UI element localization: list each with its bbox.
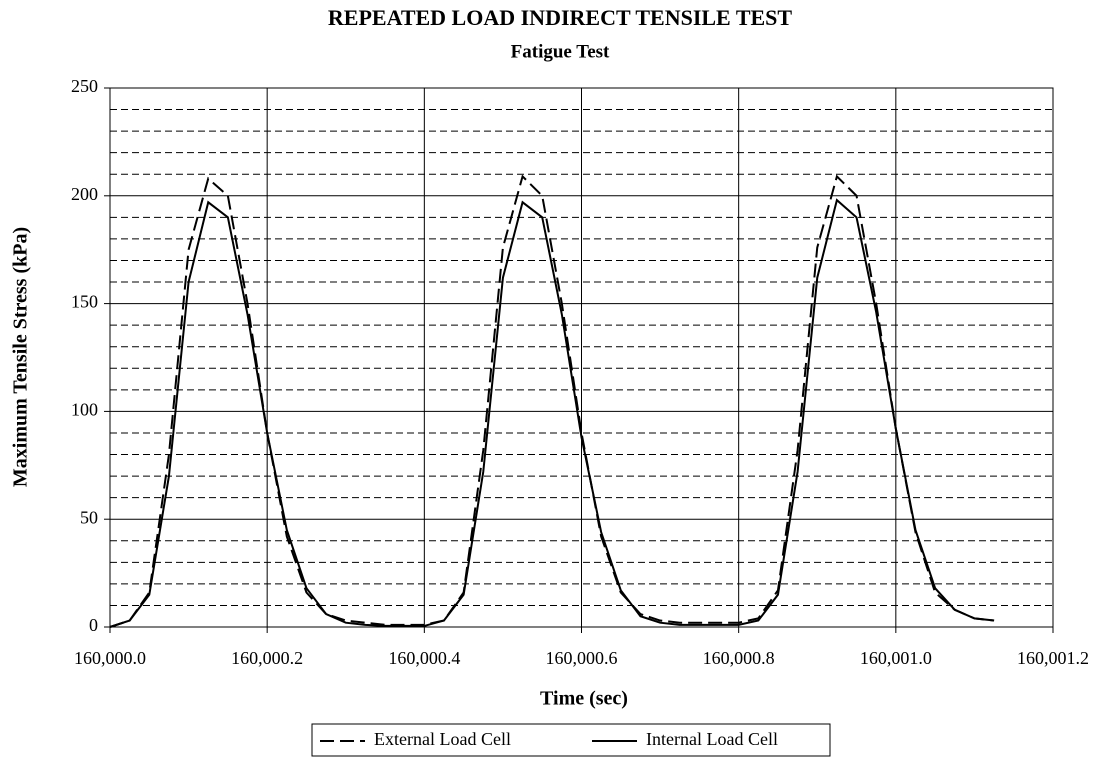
x-axis-label: Time (sec) <box>540 688 628 710</box>
legend-label: External Load Cell <box>374 729 511 749</box>
y-tick-label: 0 <box>89 615 98 635</box>
x-tick-label: 160,000.0 <box>74 648 146 668</box>
chart-subtitle: Fatigue Test <box>511 41 610 62</box>
plot-frame <box>109 87 1054 628</box>
y-axis-label: Maximum Tensile Stress (kPa) <box>10 227 32 487</box>
x-tick-label: 160,000.8 <box>703 648 775 668</box>
x-tick-label: 160,001.2 <box>1017 648 1089 668</box>
series-line <box>109 174 995 628</box>
y-tick-label: 150 <box>71 292 98 312</box>
x-tick-label: 160,001.0 <box>860 648 932 668</box>
x-tick-label: 160,000.4 <box>388 648 460 668</box>
y-tick-label: 100 <box>71 400 98 420</box>
y-tick-label: 200 <box>71 184 98 204</box>
y-tick-label: 250 <box>71 76 98 96</box>
x-tick-label: 160,000.6 <box>546 648 618 668</box>
series-line <box>109 198 995 628</box>
y-tick-label: 50 <box>80 507 98 527</box>
legend-box <box>311 723 831 757</box>
legend-label: Internal Load Cell <box>646 729 778 749</box>
chart-title: REPEATED LOAD INDIRECT TENSILE TEST <box>328 5 793 30</box>
x-tick-label: 160,000.2 <box>231 648 303 668</box>
